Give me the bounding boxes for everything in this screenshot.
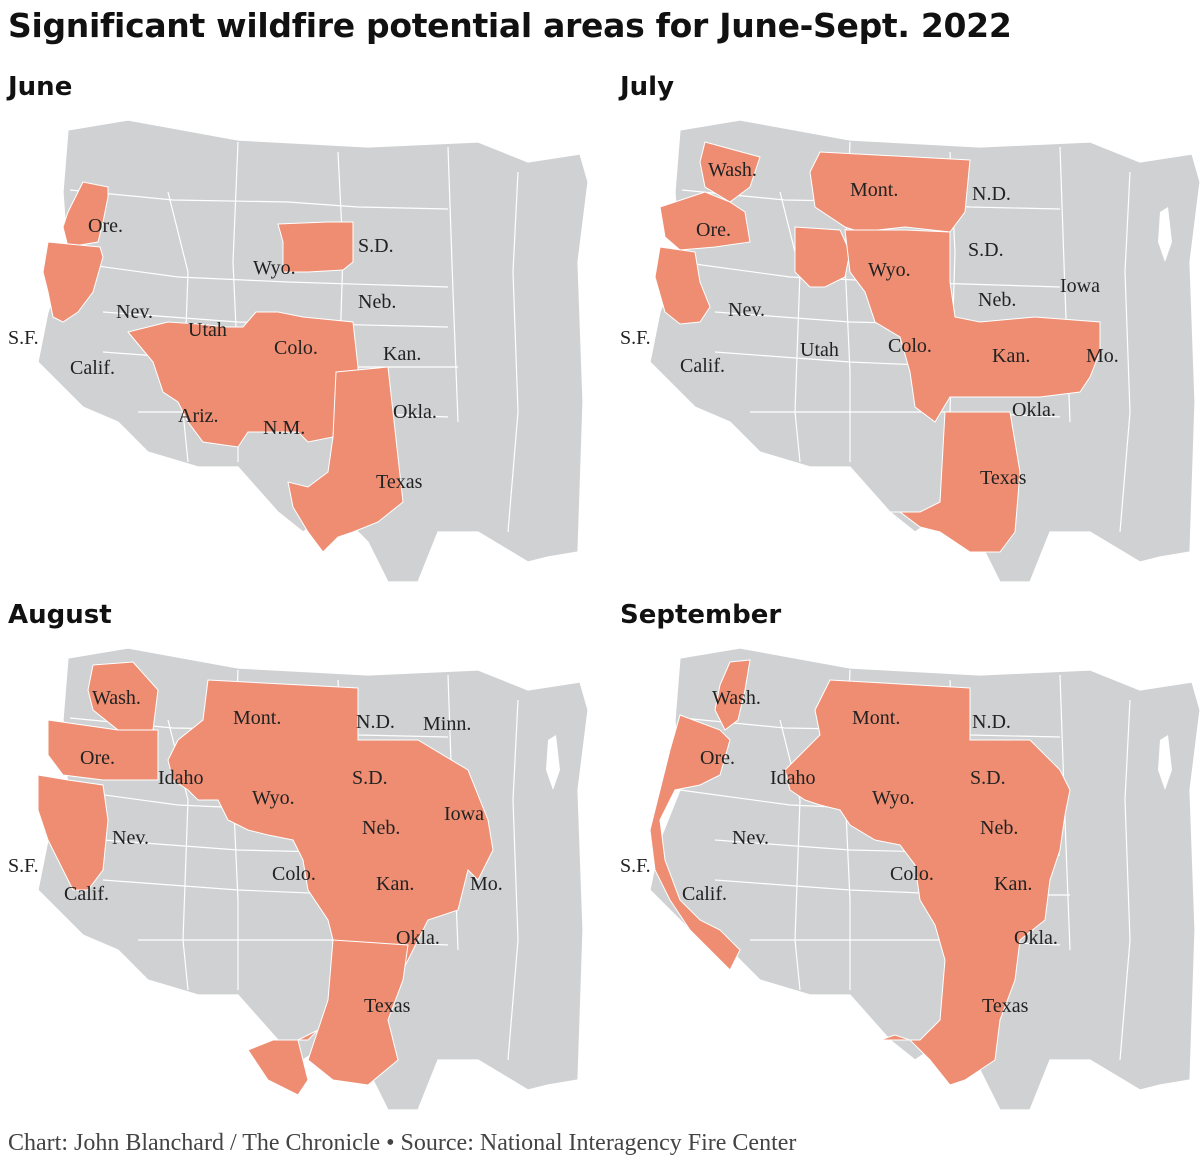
label-ore: Ore.: [696, 219, 731, 241]
label-kan: Kan.: [994, 873, 1032, 895]
label-calif: Calif.: [70, 357, 115, 379]
state-labels: Wash. Ore. S.F. Calif. Nev. Utah Mont. N…: [620, 159, 1119, 489]
label-neb: Neb.: [980, 817, 1018, 839]
label-sd: S.D.: [970, 767, 1006, 789]
chart-credit: Chart: John Blanchard / The Chronicle: [8, 1130, 381, 1156]
label-nd: N.D.: [972, 183, 1011, 205]
label-iowa: Iowa: [444, 803, 484, 825]
map-panel-september: September Wash. Ore. Idaho S.F. Calif.: [620, 600, 1200, 1130]
panel-title-july: July: [620, 72, 675, 102]
label-okla: Okla.: [1012, 399, 1056, 421]
source-credit: Source: National Interagency Fire Center: [400, 1130, 797, 1156]
label-nm: N.M.: [263, 417, 305, 439]
fire-risk-areas: [37, 661, 494, 1096]
label-wash: Wash.: [92, 687, 141, 709]
label-calif: Calif.: [64, 883, 109, 905]
label-mo: Mo.: [470, 873, 503, 895]
label-texas: Texas: [982, 995, 1029, 1017]
fire-risk-areas: [654, 141, 1101, 553]
fire-risk-areas: [649, 659, 1071, 1086]
label-calif: Calif.: [680, 355, 725, 377]
label-texas: Texas: [364, 995, 411, 1017]
label-mont: Mont.: [233, 707, 281, 729]
label-sd: S.D.: [352, 767, 388, 789]
footer-credits: Chart: John Blanchard / The Chronicle • …: [8, 1130, 796, 1157]
label-iowa: Iowa: [1060, 275, 1100, 297]
map-panel-june: June Ore. S.F. Calif. Nev. Utah: [8, 72, 598, 602]
panel-title-september: September: [620, 600, 782, 630]
map-september: Wash. Ore. Idaho S.F. Calif. Nev. Mont. …: [620, 647, 1200, 1111]
map-august: Wash. Ore. Idaho S.F. Calif. Nev. Mont. …: [8, 647, 588, 1111]
label-neb: Neb.: [362, 817, 400, 839]
label-neb: Neb.: [358, 291, 396, 313]
label-sf: S.F.: [8, 855, 39, 877]
label-okla: Okla.: [1014, 927, 1058, 949]
label-kan: Kan.: [376, 873, 414, 895]
label-sf: S.F.: [620, 327, 651, 349]
label-wyo: Wyo.: [868, 259, 911, 281]
chart-title: Significant wildfire potential areas for…: [8, 6, 1012, 45]
label-mont: Mont.: [852, 707, 900, 729]
label-ore: Ore.: [80, 747, 115, 769]
label-idaho: Idaho: [158, 767, 204, 789]
label-neb: Neb.: [978, 289, 1016, 311]
label-sd: S.D.: [358, 235, 394, 257]
state-labels: Wash. Ore. Idaho S.F. Calif. Nev. Mont. …: [8, 687, 503, 1017]
label-wyo: Wyo.: [253, 257, 296, 279]
lake-michigan: [1158, 207, 1172, 262]
label-wyo: Wyo.: [872, 787, 915, 809]
label-ore: Ore.: [88, 215, 123, 237]
separator-dot: •: [386, 1130, 395, 1156]
label-sf: S.F.: [620, 855, 651, 877]
fire-risk-areas: [42, 181, 404, 553]
label-kan: Kan.: [383, 343, 421, 365]
label-mo: Mo.: [1086, 345, 1119, 367]
label-nev: Nev.: [112, 827, 149, 849]
label-utah: Utah: [800, 339, 839, 361]
label-utah: Utah: [188, 319, 227, 341]
map-june: Ore. S.F. Calif. Nev. Utah Ariz. N.M. Co…: [8, 119, 588, 583]
label-okla: Okla.: [393, 401, 437, 423]
state-labels: Ore. S.F. Calif. Nev. Utah Ariz. N.M. Co…: [8, 215, 437, 493]
panel-title-august: August: [8, 600, 112, 630]
label-sf: S.F.: [8, 327, 39, 349]
label-calif: Calif.: [682, 883, 727, 905]
label-wyo: Wyo.: [252, 787, 295, 809]
label-colo: Colo.: [890, 863, 934, 885]
label-texas: Texas: [376, 471, 423, 493]
label-colo: Colo.: [272, 863, 316, 885]
label-idaho: Idaho: [770, 767, 816, 789]
label-wash: Wash.: [708, 159, 757, 181]
panel-title-june: June: [8, 72, 73, 102]
label-mont: Mont.: [850, 179, 898, 201]
label-texas: Texas: [980, 467, 1027, 489]
map-panel-july: July Wash. Ore. S.F.: [620, 72, 1200, 602]
label-okla: Okla.: [396, 927, 440, 949]
label-ariz: Ariz.: [178, 405, 219, 427]
label-colo: Colo.: [888, 335, 932, 357]
label-nd: N.D.: [972, 711, 1011, 733]
label-wash: Wash.: [712, 687, 761, 709]
label-ore: Ore.: [700, 747, 735, 769]
label-minn: Minn.: [423, 713, 471, 735]
label-colo: Colo.: [274, 337, 318, 359]
label-sd: S.D.: [968, 239, 1004, 261]
state-labels: Wash. Ore. Idaho S.F. Calif. Nev. Mont. …: [620, 687, 1058, 1017]
label-nev: Nev.: [732, 827, 769, 849]
label-nev: Nev.: [728, 299, 765, 321]
lake-michigan: [546, 735, 560, 790]
label-nd: N.D.: [356, 711, 395, 733]
label-nev: Nev.: [116, 301, 153, 323]
lake-michigan: [1158, 735, 1172, 790]
map-july: Wash. Ore. S.F. Calif. Nev. Utah Mont. N…: [620, 119, 1200, 583]
label-kan: Kan.: [992, 345, 1030, 367]
map-panel-august: August Wash. Ore. Idaho S.F.: [8, 600, 598, 1130]
